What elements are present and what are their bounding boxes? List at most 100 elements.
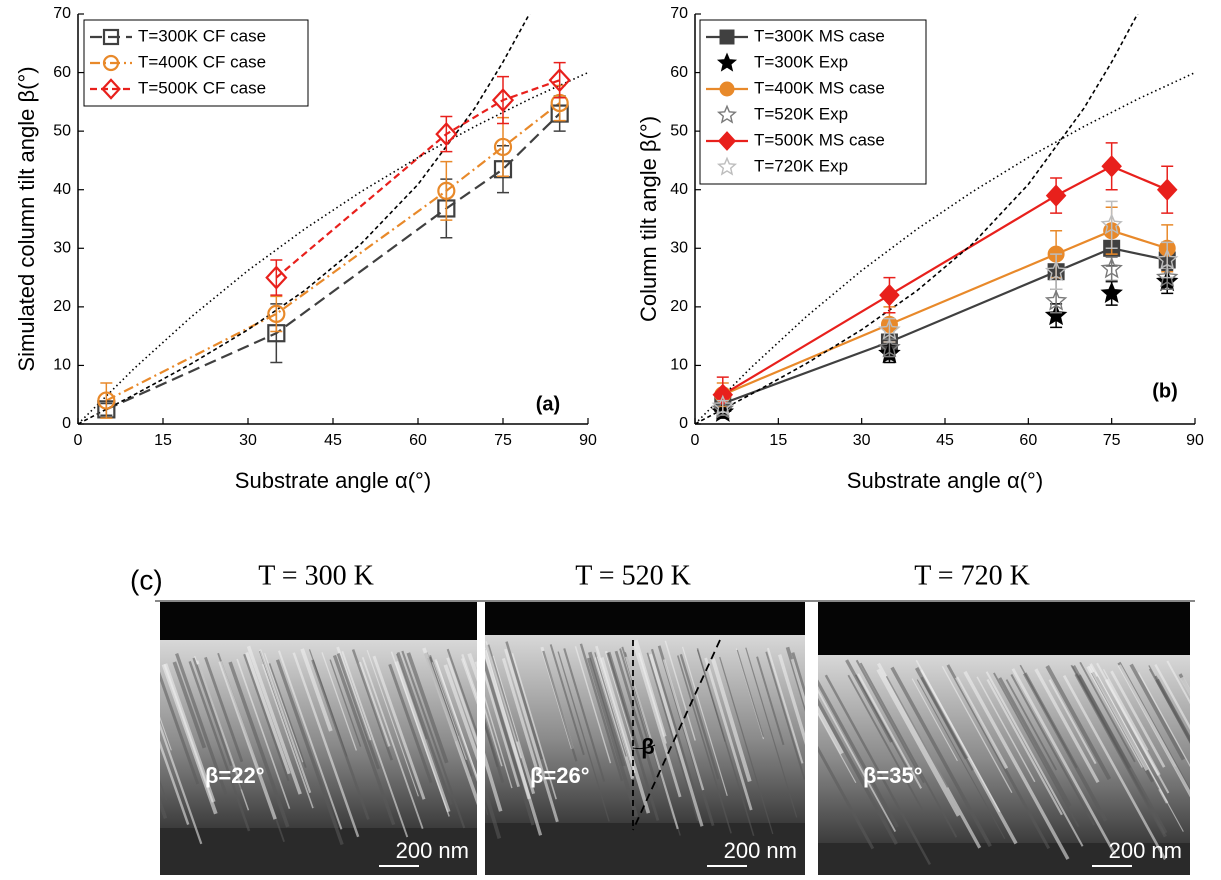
sem-texture <box>818 679 899 828</box>
sem-texture <box>778 654 805 746</box>
y-tick-label: 60 <box>670 64 688 81</box>
sem-texture <box>941 666 1013 793</box>
series-line <box>722 229 1168 396</box>
sem-texture <box>443 664 477 762</box>
sem-texture <box>1154 675 1190 742</box>
sem-texture <box>557 651 610 822</box>
scale-label: 200 nm <box>724 838 797 863</box>
sem-texture <box>1074 673 1167 838</box>
error-bar <box>270 259 283 296</box>
sem-texture <box>985 671 1084 847</box>
sem-texture <box>336 646 372 741</box>
sem-texture <box>1011 668 1117 856</box>
beta-label: β=35° <box>863 763 923 788</box>
sem-texture <box>563 648 606 782</box>
sem-texture <box>704 657 753 811</box>
sem-texture <box>332 654 396 826</box>
sem-texture <box>172 661 207 749</box>
sem-texture <box>1019 664 1078 769</box>
x-tick-label: 75 <box>494 432 512 449</box>
marker <box>267 304 286 323</box>
reference-curve <box>695 14 1139 424</box>
sem-texture <box>361 656 424 829</box>
sem-texture <box>599 657 651 814</box>
sem-texture <box>963 670 1070 860</box>
legend-label: T=720K Exp <box>754 156 848 175</box>
sem-texture <box>396 653 428 740</box>
sem-texture <box>876 668 960 817</box>
y-tick-label: 60 <box>53 64 71 81</box>
sem-texture <box>790 658 805 707</box>
sem-texture <box>485 707 503 767</box>
legend-marker <box>102 28 120 46</box>
sem-texture <box>485 649 543 836</box>
sem-texture <box>676 655 732 834</box>
marker <box>435 122 458 147</box>
error-bar <box>270 295 283 333</box>
sem-texture <box>1048 679 1097 765</box>
sem-texture <box>329 659 362 747</box>
sem-texture <box>351 649 394 761</box>
sem-texture <box>890 666 992 848</box>
sem-texture <box>648 653 704 827</box>
sem-texture <box>1010 674 1096 826</box>
sem-texture <box>275 659 344 846</box>
x-tick-label: 60 <box>1019 432 1037 449</box>
sem-texture <box>228 661 290 828</box>
marker <box>711 394 735 416</box>
marker <box>1155 265 1179 288</box>
sem-texture <box>160 716 172 751</box>
sem-texture <box>261 663 314 809</box>
sem-texture <box>859 662 958 838</box>
sem-texture <box>625 656 679 830</box>
legend-label: T=500K MS case <box>754 130 885 149</box>
sem-texture <box>396 652 453 805</box>
sem-texture <box>485 695 513 789</box>
marker <box>265 265 288 290</box>
legend-label: T=300K CF case <box>138 26 266 45</box>
x-axis-title: Substrate angle α(°) <box>847 468 1043 493</box>
sem-texture <box>246 645 302 795</box>
sem-texture <box>1103 669 1149 751</box>
sem-texture <box>574 646 612 764</box>
sem-texture <box>1062 674 1167 860</box>
sem-texture <box>460 658 477 705</box>
y-tick-label: 20 <box>670 298 688 315</box>
sem-texture <box>619 648 649 742</box>
marker <box>878 336 901 358</box>
y-tick-label: 50 <box>670 122 688 139</box>
panel-label: (a) <box>536 393 560 415</box>
beta-label: β=26° <box>530 763 590 788</box>
sem-texture <box>1110 670 1166 768</box>
series-line <box>105 112 561 411</box>
series-line <box>722 165 1168 396</box>
sem-texture <box>446 657 477 747</box>
sem-texture <box>594 652 627 757</box>
sem-texture <box>278 650 343 830</box>
legend-label: T=500K CF case <box>138 78 266 97</box>
marker <box>1045 184 1067 207</box>
sem-texture <box>911 678 958 762</box>
x-tick-label: 30 <box>239 432 257 449</box>
sem-texture <box>485 752 503 812</box>
scale-label: 200 nm <box>1109 838 1182 863</box>
sem-texture <box>1138 672 1190 768</box>
y-tick-label: 30 <box>670 240 688 257</box>
sem-image <box>818 600 1190 875</box>
x-tick-label: 0 <box>691 432 700 449</box>
marker <box>437 181 456 200</box>
sem-texture <box>485 783 502 839</box>
panel-label: (c) <box>130 564 163 595</box>
legend-label: T=300K MS case <box>754 26 885 45</box>
legend-marker <box>101 78 121 100</box>
sem-texture <box>163 663 216 803</box>
y-tick-label: 70 <box>53 5 71 22</box>
sem-texture <box>401 650 466 829</box>
sem-texture <box>736 649 764 738</box>
plot-area <box>78 14 588 424</box>
image-title: T = 720 K <box>914 560 1030 591</box>
legend-marker <box>719 81 735 97</box>
sem-texture <box>993 672 1080 828</box>
sem-substrate <box>160 828 477 875</box>
